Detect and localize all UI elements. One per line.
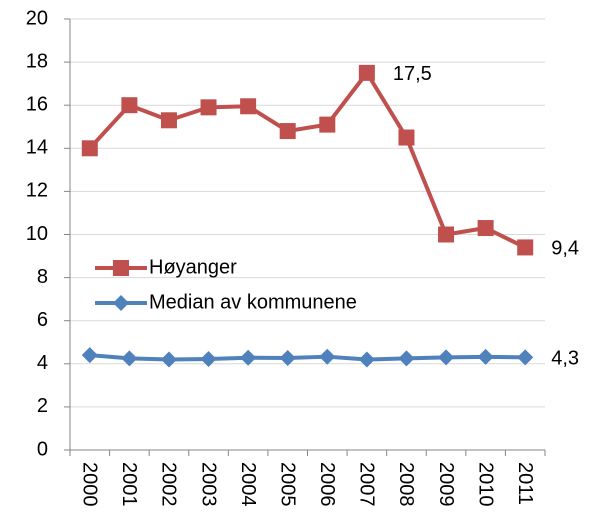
y-tick-label: 2 (37, 395, 48, 417)
marker (438, 226, 455, 243)
marker (200, 99, 217, 116)
x-tick-label: 2001 (118, 462, 140, 507)
y-tick-label: 6 (37, 309, 48, 331)
y-tick-label: 16 (26, 93, 48, 115)
data-label: 17,5 (393, 63, 432, 85)
marker (358, 351, 375, 368)
marker (279, 349, 296, 366)
x-tick-label: 2004 (237, 462, 259, 507)
y-tick-label: 12 (26, 180, 48, 202)
marker (121, 350, 138, 367)
marker (319, 116, 336, 133)
marker (81, 347, 98, 364)
marker (113, 260, 129, 276)
y-tick-label: 14 (26, 137, 48, 159)
y-tick-label: 18 (26, 50, 48, 72)
marker (438, 349, 455, 366)
marker (113, 295, 129, 311)
marker (517, 349, 534, 366)
x-tick-label: 2009 (435, 462, 457, 507)
marker (279, 123, 296, 140)
y-tick-label: 8 (37, 266, 48, 288)
x-tick-label: 2010 (474, 462, 496, 507)
data-label: 9,4 (551, 238, 579, 260)
y-tick-label: 4 (37, 352, 48, 374)
legend-label: Høyanger (149, 256, 237, 278)
marker (200, 351, 217, 368)
x-tick-label: 2006 (316, 462, 338, 507)
marker (160, 351, 177, 368)
marker (477, 220, 494, 237)
y-tick-label: 0 (37, 438, 48, 460)
y-tick-label: 20 (26, 7, 48, 29)
x-tick-label: 2003 (197, 462, 219, 507)
x-tick-label: 2002 (158, 462, 180, 507)
marker (398, 350, 415, 367)
marker (81, 140, 98, 157)
marker (398, 129, 415, 146)
data-label: 4,3 (551, 348, 579, 370)
marker (240, 98, 257, 115)
series-line (89, 353, 526, 362)
series-line (88, 70, 527, 250)
marker (517, 239, 534, 256)
marker (358, 64, 375, 81)
x-tick-label: 2011 (514, 462, 536, 505)
x-tick-label: 2008 (395, 462, 417, 507)
x-tick-label: 2005 (276, 462, 298, 507)
marker (160, 112, 177, 129)
marker (240, 349, 257, 366)
legend-label: Median av kommunene (149, 291, 357, 313)
x-tick-label: 2000 (79, 462, 101, 507)
y-tick-label: 10 (26, 223, 48, 245)
marker (477, 348, 494, 365)
x-tick-label: 2007 (356, 462, 378, 507)
marker (319, 348, 336, 365)
marker (121, 97, 138, 114)
